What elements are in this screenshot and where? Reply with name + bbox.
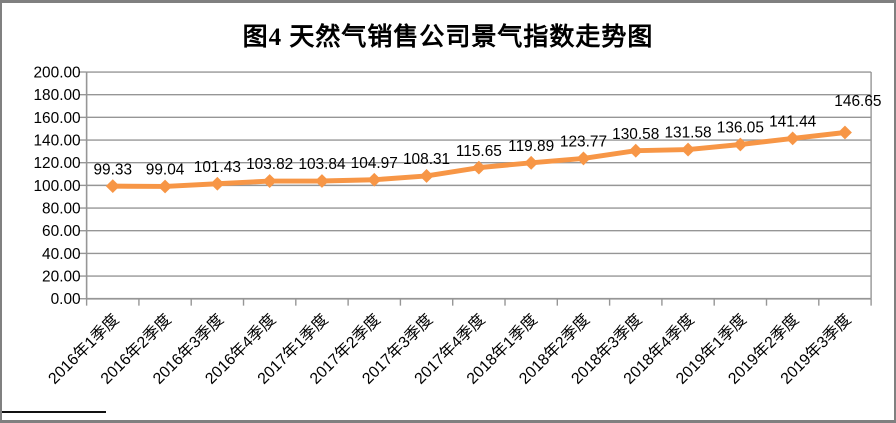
data-point-marker bbox=[367, 172, 382, 187]
prosperity-index-line-chart: 0.00 20.00 40.00 60.00 80.00 100.00 120.00 140.… bbox=[33, 64, 881, 387]
y-tick-label: 60.00 bbox=[42, 223, 81, 240]
data-point-label: 99.04 bbox=[146, 162, 185, 179]
data-point-label: 104.97 bbox=[351, 155, 398, 172]
y-tick-label: 140.00 bbox=[33, 133, 80, 150]
data-point-marker bbox=[628, 143, 643, 158]
data-point-marker bbox=[105, 179, 120, 194]
data-point-label: 99.33 bbox=[93, 161, 132, 178]
data-point-marker bbox=[471, 160, 486, 175]
table-cell-border-fragment bbox=[2, 411, 106, 413]
data-point-marker bbox=[419, 169, 434, 183]
data-point-label: 130.58 bbox=[612, 126, 659, 143]
data-point-marker bbox=[158, 179, 173, 194]
data-point-marker bbox=[681, 142, 696, 157]
y-tick-label: 160.00 bbox=[33, 110, 80, 127]
y-tick-label: 200.00 bbox=[33, 64, 80, 81]
chart-title: 图4 天然气销售公司景气指数走势图 bbox=[242, 24, 654, 51]
data-point-label: 131.58 bbox=[664, 125, 711, 142]
axes bbox=[78, 71, 872, 306]
y-tick-label: 180.00 bbox=[33, 87, 80, 104]
data-point-marker bbox=[262, 174, 277, 188]
y-tick-label: 80.00 bbox=[42, 201, 81, 218]
y-tick-label: 0.00 bbox=[51, 291, 81, 308]
data-point-label: 123.77 bbox=[560, 134, 607, 151]
x-axis-labels: 2016年1季度2016年2季度2016年3季度2016年4季度2017年1季度… bbox=[45, 310, 855, 387]
data-labels: 99.33 99.04 101.43 103.82 103.84 104.97 108.31… bbox=[93, 93, 881, 179]
data-point-label: 146.65 bbox=[834, 93, 881, 110]
y-tick-label: 20.00 bbox=[42, 269, 81, 286]
data-point-marker bbox=[210, 176, 225, 191]
y-tick-label: 120.00 bbox=[33, 155, 80, 172]
data-point-label: 103.82 bbox=[246, 156, 293, 173]
data-point-label: 119.89 bbox=[508, 138, 554, 155]
data-point-marker bbox=[576, 151, 591, 166]
y-tick-label: 100.00 bbox=[33, 178, 80, 195]
data-point-marker bbox=[733, 137, 748, 152]
data-point-label: 101.43 bbox=[194, 159, 241, 176]
data-point-marker bbox=[785, 131, 800, 146]
data-point-marker bbox=[314, 174, 329, 188]
y-tick-label: 40.00 bbox=[42, 246, 81, 263]
data-point-label: 103.84 bbox=[298, 156, 346, 173]
data-point-label: 108.31 bbox=[403, 151, 450, 168]
data-point-label: 136.05 bbox=[717, 120, 764, 137]
y-axis-labels: 0.00 20.00 40.00 60.00 80.00 100.00 120.00 140.… bbox=[33, 64, 80, 308]
data-point-label: 141.44 bbox=[769, 114, 817, 131]
data-point-marker bbox=[524, 155, 539, 170]
data-point-marker bbox=[837, 125, 852, 140]
data-point-label: 115.65 bbox=[456, 143, 502, 160]
